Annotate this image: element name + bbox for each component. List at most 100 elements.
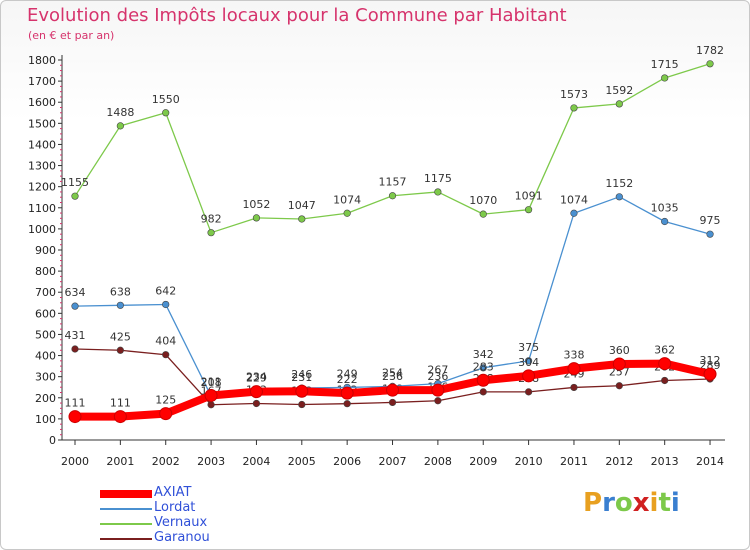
data-label-axiat: 360 xyxy=(609,344,630,357)
data-label-vernaux: 1573 xyxy=(560,88,588,101)
legend-label: Lordat xyxy=(154,500,196,515)
data-point-axiat xyxy=(249,385,263,399)
data-label-vernaux: 1157 xyxy=(379,176,407,189)
data-point-vernaux xyxy=(615,100,623,108)
legend-swatch xyxy=(100,523,152,525)
data-point-lordat xyxy=(706,230,714,238)
data-point-garanou xyxy=(162,351,170,359)
y-tick-label: 800 xyxy=(35,265,56,278)
data-point-axiat xyxy=(612,357,626,371)
data-label-axiat: 231 xyxy=(291,371,312,384)
data-point-garanou xyxy=(661,376,669,385)
data-label-vernaux: 1091 xyxy=(515,190,543,203)
y-tick-label: 1500 xyxy=(28,117,56,130)
data-point-vernaux xyxy=(162,109,170,117)
data-point-axiat xyxy=(567,362,581,376)
legend-label: Garanou xyxy=(154,530,210,545)
x-tick-label: 2002 xyxy=(152,455,180,468)
data-point-lordat xyxy=(661,217,669,226)
x-tick-label: 2001 xyxy=(106,455,134,468)
y-tick-label: 200 xyxy=(35,392,56,405)
data-label-axiat: 211 xyxy=(201,375,222,388)
data-label-vernaux: 982 xyxy=(201,213,222,226)
x-tick-label: 2006 xyxy=(333,455,361,468)
data-label-garanou: 431 xyxy=(65,329,86,342)
legend-swatch xyxy=(100,538,152,540)
data-point-garanou xyxy=(207,401,215,409)
data-label-garanou: 404 xyxy=(155,335,176,348)
data-point-lordat xyxy=(479,364,487,372)
data-point-vernaux xyxy=(252,214,261,222)
data-point-axiat xyxy=(703,367,717,381)
y-tick-label: 1700 xyxy=(28,75,56,88)
data-label-vernaux: 1175 xyxy=(424,172,452,185)
proxiti-logo: Proxiti xyxy=(583,488,680,518)
data-point-garanou xyxy=(524,388,533,396)
y-tick-label: 400 xyxy=(35,350,56,363)
data-label-axiat: 236 xyxy=(427,370,448,383)
data-point-vernaux xyxy=(388,192,397,200)
data-label-axiat: 111 xyxy=(110,397,131,410)
data-point-garanou xyxy=(615,382,623,390)
data-label-axiat: 338 xyxy=(563,349,584,362)
data-point-axiat xyxy=(522,369,536,383)
data-label-lordat: 1074 xyxy=(560,193,588,206)
data-point-axiat xyxy=(386,383,400,397)
data-label-axiat: 222 xyxy=(337,373,358,386)
y-tick-label: 100 xyxy=(35,413,56,426)
data-label-vernaux: 1047 xyxy=(288,199,316,212)
data-point-garanou xyxy=(479,388,487,396)
x-tick-label: 2014 xyxy=(696,455,724,468)
data-point-garanou xyxy=(388,398,397,407)
y-tick-label: 1800 xyxy=(28,54,56,67)
x-tick-label: 2004 xyxy=(242,455,270,468)
chart-title: Evolution des Impôts locaux pour la Comm… xyxy=(27,5,567,26)
data-point-axiat xyxy=(204,388,218,402)
data-label-garanou: 289 xyxy=(700,359,721,372)
data-label-lordat: 246 xyxy=(291,368,312,381)
y-tick-label: 0 xyxy=(49,434,56,447)
y-tick-label: 1600 xyxy=(28,96,56,109)
data-point-axiat xyxy=(340,386,354,400)
data-label-lordat: 342 xyxy=(473,348,494,361)
data-label-vernaux: 1550 xyxy=(152,93,180,106)
data-point-lordat xyxy=(615,193,623,201)
legend-swatch xyxy=(100,508,152,510)
data-point-vernaux xyxy=(71,192,79,200)
x-tick-label: 2010 xyxy=(515,455,543,468)
data-point-axiat xyxy=(113,410,127,424)
data-point-garanou xyxy=(343,400,351,408)
data-point-axiat xyxy=(68,410,82,424)
x-tick-label: 2000 xyxy=(61,455,89,468)
data-label-vernaux: 1052 xyxy=(242,198,270,211)
data-label-axiat: 283 xyxy=(473,360,494,373)
data-point-vernaux xyxy=(207,229,215,237)
y-tick-label: 1100 xyxy=(28,202,56,215)
data-point-vernaux xyxy=(343,209,351,217)
legend-label: AXIAT xyxy=(154,485,192,500)
data-label-lordat: 634 xyxy=(65,286,86,299)
data-point-vernaux xyxy=(116,122,124,130)
data-point-garanou xyxy=(570,383,578,392)
x-tick-label: 2013 xyxy=(651,455,679,468)
data-point-lordat xyxy=(524,357,533,365)
data-point-axiat xyxy=(159,407,173,421)
data-label-vernaux: 1782 xyxy=(696,44,724,57)
data-point-garanou xyxy=(252,399,261,408)
data-label-vernaux: 1074 xyxy=(333,193,361,206)
data-label-lordat: 267 xyxy=(427,364,448,377)
x-tick-label: 2011 xyxy=(560,455,588,468)
data-label-lordat: 375 xyxy=(518,341,539,354)
data-point-lordat xyxy=(570,209,578,217)
x-tick-label: 2008 xyxy=(424,455,452,468)
data-point-axiat xyxy=(476,373,490,387)
data-label-lordat: 208 xyxy=(201,376,222,389)
data-point-garanou xyxy=(71,345,79,353)
data-label-axiat: 125 xyxy=(155,394,176,407)
data-label-axiat: 304 xyxy=(518,356,539,369)
data-point-axiat xyxy=(295,384,309,398)
data-point-vernaux xyxy=(661,74,669,82)
data-label-axiat: 236 xyxy=(382,370,403,383)
data-point-axiat xyxy=(658,357,672,371)
data-label-vernaux: 1592 xyxy=(605,84,633,97)
